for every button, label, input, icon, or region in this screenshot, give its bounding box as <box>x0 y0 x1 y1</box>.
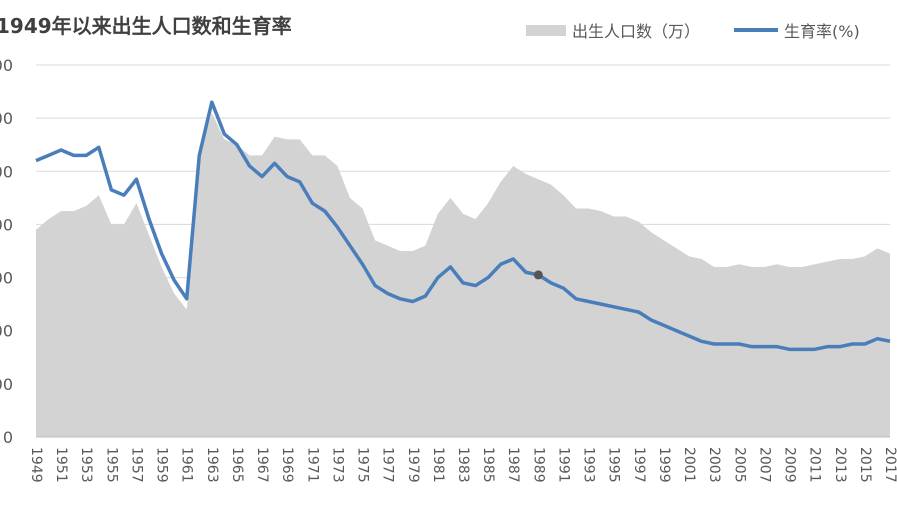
y-tick-label: 000 <box>0 56 13 75</box>
x-tick-label: 1965 <box>229 447 245 483</box>
x-tick-label: 1991 <box>555 447 571 483</box>
x-axis: 1949 1951 1953 1955 1957 1959 1961 1963 1965 1967… <box>28 436 897 483</box>
x-tick-label: 2001 <box>681 447 697 483</box>
fertility-line-layer <box>35 100 891 352</box>
x-tick-label: 2009 <box>782 447 798 483</box>
x-tick-label: 2007 <box>756 447 772 483</box>
y-tick-label: 000 <box>0 269 13 288</box>
legend-swatch-fertility <box>734 28 779 32</box>
x-tick-label: 1989 <box>530 447 546 483</box>
x-tick-label: 1967 <box>254 447 270 483</box>
x-tick-label: 1983 <box>455 447 471 483</box>
y-tick-label: 000 <box>0 215 13 234</box>
x-tick-label: 2003 <box>706 447 722 483</box>
x-tick-label: 2011 <box>807 447 823 483</box>
highlight-point <box>533 270 543 280</box>
x-tick-label: 1985 <box>480 447 496 483</box>
legend-item-fertility: 生育率(%) <box>700 18 860 42</box>
x-tick-label: 1953 <box>78 447 94 483</box>
x-tick-label: 1981 <box>430 447 446 483</box>
y-tick-label: 000 <box>0 322 13 341</box>
x-tick-label: 1977 <box>380 447 396 483</box>
x-tick-label: 1955 <box>103 447 119 483</box>
x-tick-label: 2013 <box>832 447 848 483</box>
x-tick-label: 1979 <box>405 447 421 483</box>
x-tick-label: 1999 <box>656 447 672 483</box>
births-area <box>36 112 890 437</box>
fertility-line <box>35 100 891 352</box>
chart-legend: 出生人口数（万） 生育率(%) <box>526 18 860 42</box>
x-tick-label: 1987 <box>505 447 521 483</box>
x-tick-label: 1975 <box>355 447 371 483</box>
x-tick-label: 1961 <box>179 447 195 483</box>
y-tick-label: 000 <box>0 162 13 181</box>
x-tick-label: 1963 <box>204 447 220 483</box>
legend-label-births: 出生人口数（万） <box>572 22 701 41</box>
x-tick-label: 1973 <box>329 447 345 483</box>
x-tick-label: 1997 <box>631 447 647 483</box>
x-tick-label: 1969 <box>279 447 295 483</box>
x-tick-label: 1949 <box>28 447 44 483</box>
x-tick-label: 2005 <box>731 447 747 483</box>
legend-label-fertility: 生育率(%) <box>784 22 860 41</box>
x-tick-label: 1957 <box>128 447 144 483</box>
x-tick-label: 1951 <box>53 447 69 483</box>
x-tick-label: 2017 <box>882 447 897 483</box>
y-tick-label: 000 <box>0 375 13 394</box>
births-area-layer <box>36 112 890 437</box>
legend-item-births: 出生人口数（万） <box>526 18 700 42</box>
x-tick-label: 1995 <box>606 447 622 483</box>
x-tick-label: 1993 <box>581 447 597 483</box>
x-tick-label: 2015 <box>857 447 873 483</box>
legend-swatch-births <box>526 24 566 36</box>
y-axis: 0000000000000000000000 <box>0 56 13 447</box>
y-tick-label: 0 <box>3 428 13 447</box>
y-tick-label: 000 <box>0 109 13 128</box>
chart-title: 1949年以来出生人口数和生育率 <box>0 14 292 38</box>
x-tick-label: 1971 <box>304 447 320 483</box>
x-tick-label: 1959 <box>154 447 170 483</box>
